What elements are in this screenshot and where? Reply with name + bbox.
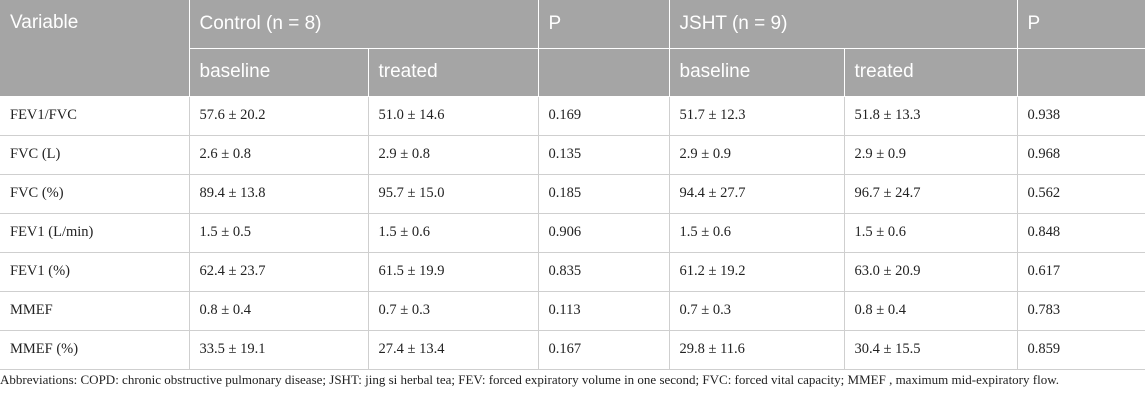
table-row: FVC (%) 89.4 ± 13.8 95.7 ± 15.0 0.185 94.4 ±… [0, 174, 1145, 214]
cell-variable: FEV1 (L/min) [0, 213, 190, 253]
cell-variable: FVC (%) [0, 174, 190, 214]
cell-p-control: 0.135 [538, 135, 670, 175]
cell-variable: MMEF (%) [0, 330, 190, 370]
cell-jsht-treated: 96.7 ± 24.7 [844, 174, 1018, 214]
cell-p-control: 0.185 [538, 174, 670, 214]
cell-p-control: 0.906 [538, 213, 670, 253]
cell-p-jsht: 0.938 [1017, 96, 1145, 136]
cell-p-jsht: 0.783 [1017, 291, 1145, 331]
header-variable: Variable [0, 0, 190, 97]
cell-control-treated: 2.9 ± 0.8 [368, 135, 539, 175]
header-p-jsht-blank [1017, 48, 1145, 97]
cell-p-jsht: 0.968 [1017, 135, 1145, 175]
table-body: FEV1/FVC 57.6 ± 20.2 51.0 ± 14.6 0.169 51.7 … [0, 96, 1145, 370]
cell-p-control: 0.169 [538, 96, 670, 136]
cell-variable: FVC (L) [0, 135, 190, 175]
header-p-control-blank [538, 48, 670, 97]
cell-control-baseline: 89.4 ± 13.8 [189, 174, 369, 214]
cell-control-baseline: 57.6 ± 20.2 [189, 96, 369, 136]
header-row-timepoints: baseline treated baseline treated [0, 48, 1145, 97]
cell-control-treated: 51.0 ± 14.6 [368, 96, 539, 136]
header-jsht-treated: treated [844, 48, 1018, 97]
cell-control-baseline: 1.5 ± 0.5 [189, 213, 369, 253]
cell-p-jsht: 0.848 [1017, 213, 1145, 253]
cell-jsht-treated: 63.0 ± 20.9 [844, 252, 1018, 292]
cell-jsht-baseline: 1.5 ± 0.6 [669, 213, 845, 253]
table-row: MMEF 0.8 ± 0.4 0.7 ± 0.3 0.113 0.7 ± 0.3 0.8 … [0, 291, 1145, 331]
table-row: FEV1/FVC 57.6 ± 20.2 51.0 ± 14.6 0.169 51.7 … [0, 96, 1145, 136]
cell-jsht-treated: 51.8 ± 13.3 [844, 96, 1018, 136]
table-row: FEV1 (%) 62.4 ± 23.7 61.5 ± 19.9 0.835 61.2 … [0, 252, 1145, 292]
cell-variable: FEV1/FVC [0, 96, 190, 136]
cell-p-control: 0.113 [538, 291, 670, 331]
cell-control-baseline: 2.6 ± 0.8 [189, 135, 369, 175]
cell-control-baseline: 62.4 ± 23.7 [189, 252, 369, 292]
cell-variable: MMEF [0, 291, 190, 331]
header-control-group: Control (n = 8) [189, 0, 539, 49]
cell-jsht-treated: 0.8 ± 0.4 [844, 291, 1018, 331]
cell-jsht-baseline: 51.7 ± 12.3 [669, 96, 845, 136]
cell-jsht-baseline: 61.2 ± 19.2 [669, 252, 845, 292]
table-header: Variable Control (n = 8) P JSHT (n = 9) … [0, 0, 1145, 97]
cell-p-jsht: 0.562 [1017, 174, 1145, 214]
results-table: Variable Control (n = 8) P JSHT (n = 9) … [0, 0, 1145, 370]
cell-p-jsht: 0.859 [1017, 330, 1145, 370]
cell-control-treated: 61.5 ± 19.9 [368, 252, 539, 292]
table-footnote: Abbreviations: COPD: chronic obstructive… [0, 372, 1059, 387]
table-row: FVC (L) 2.6 ± 0.8 2.9 ± 0.8 0.135 2.9 ± 0.9 2… [0, 135, 1145, 175]
table-row: FEV1 (L/min) 1.5 ± 0.5 1.5 ± 0.6 0.906 1.5 ±… [0, 213, 1145, 253]
cell-jsht-baseline: 2.9 ± 0.9 [669, 135, 845, 175]
cell-jsht-treated: 30.4 ± 15.5 [844, 330, 1018, 370]
header-p-jsht: P [1017, 0, 1145, 49]
cell-control-treated: 0.7 ± 0.3 [368, 291, 539, 331]
cell-control-baseline: 33.5 ± 19.1 [189, 330, 369, 370]
header-control-baseline: baseline [189, 48, 369, 97]
cell-p-control: 0.167 [538, 330, 670, 370]
header-jsht-group: JSHT (n = 9) [669, 0, 1018, 49]
cell-jsht-baseline: 29.8 ± 11.6 [669, 330, 845, 370]
header-p-control: P [538, 0, 670, 49]
cell-variable: FEV1 (%) [0, 252, 190, 292]
cell-control-baseline: 0.8 ± 0.4 [189, 291, 369, 331]
cell-control-treated: 27.4 ± 13.4 [368, 330, 539, 370]
table-row: MMEF (%) 33.5 ± 19.1 27.4 ± 13.4 0.167 29.8 … [0, 330, 1145, 370]
cell-control-treated: 95.7 ± 15.0 [368, 174, 539, 214]
cell-jsht-baseline: 0.7 ± 0.3 [669, 291, 845, 331]
cell-jsht-treated: 1.5 ± 0.6 [844, 213, 1018, 253]
header-control-treated: treated [368, 48, 539, 97]
header-row-groups: Variable Control (n = 8) P JSHT (n = 9) … [0, 0, 1145, 97]
cell-control-treated: 1.5 ± 0.6 [368, 213, 539, 253]
header-jsht-baseline: baseline [669, 48, 845, 97]
cell-p-control: 0.835 [538, 252, 670, 292]
cell-jsht-treated: 2.9 ± 0.9 [844, 135, 1018, 175]
cell-jsht-baseline: 94.4 ± 27.7 [669, 174, 845, 214]
cell-p-jsht: 0.617 [1017, 252, 1145, 292]
